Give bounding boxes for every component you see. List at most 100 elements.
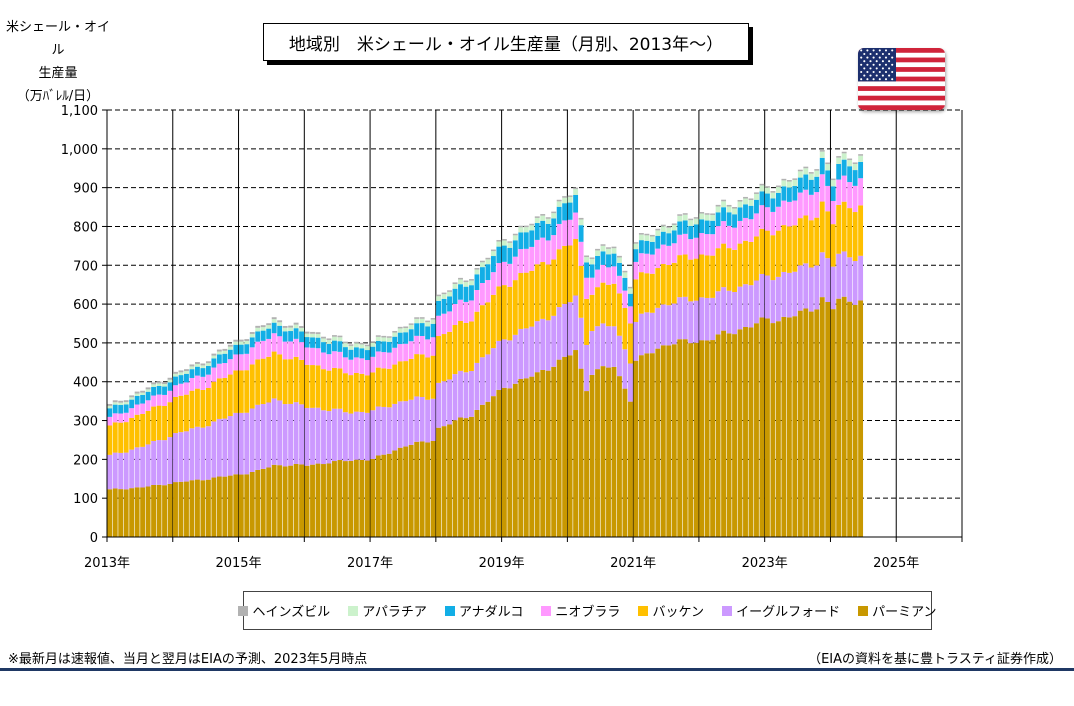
bar-segment [699,233,705,255]
flag-star [869,74,872,77]
bar-segment [227,344,233,347]
bar-segment [441,313,447,335]
bar-segment [578,217,584,220]
flag-star [860,70,863,74]
bar-segment [655,235,661,249]
bar-segment [562,220,568,246]
bar-segment [485,264,491,281]
bar-segment [321,352,326,370]
bar-segment [260,340,266,359]
bar-segment [534,372,540,537]
bar-segment [293,463,299,537]
bar-segment [414,354,420,397]
bar-segment [430,337,436,356]
flag-star [884,49,888,52]
flag-star [869,67,872,70]
bar-segment [321,338,326,343]
bar-segment [556,201,562,207]
bar-segment [156,484,162,537]
bar-segment [485,280,491,303]
bar-segment [348,460,354,537]
bar-segment [600,366,606,537]
bar-segment [452,282,458,284]
bar-segment [496,241,502,247]
bar-segment [178,370,184,373]
bar-segment [485,257,491,260]
bar-segment [529,326,535,377]
flag-star [866,78,869,81]
bar-segment [200,365,206,369]
bar-segment [556,223,562,250]
bar-segment [469,371,474,417]
bar-segment [216,476,222,537]
flag-star [872,56,875,59]
bar-segment [227,475,233,537]
bar-segment [770,198,776,212]
bar-segment [562,245,568,304]
bar-segment [507,263,513,287]
bar-segment [584,344,590,392]
bar-segment [852,163,858,171]
bar-segment [145,391,151,401]
bar-segment [348,345,354,350]
bar-segment [682,214,688,221]
bar-segment [238,412,244,475]
bar-segment [606,326,611,368]
bar-segment [748,327,754,537]
bar-segment [255,325,261,328]
bar-segment [189,366,195,370]
bar-segment [754,280,759,324]
bar-segment [534,264,540,322]
bar-segment [704,234,710,256]
bar-segment [118,405,124,414]
bar-segment [370,410,376,459]
bar-segment [419,441,425,537]
bar-segment [140,413,146,447]
bar-segment [518,379,524,537]
bar-segment [589,331,595,375]
bar-segment [781,271,787,317]
bar-segment [370,372,376,411]
bar-segment [353,357,359,373]
bar-segment [660,345,666,537]
bar-segment [775,187,781,193]
bar-segment [743,198,748,205]
bar-segment [222,418,228,477]
bar-segment [205,479,211,537]
bar-segment [452,420,458,537]
bar-segment [403,361,409,402]
bar-segment [129,408,135,418]
bar-segment [732,206,737,209]
bar-segment [617,335,622,377]
bar-segment [140,395,146,404]
bar-segment [299,342,305,360]
bar-segment [507,247,513,264]
bar-segment [447,379,452,425]
bar-segment [797,171,803,178]
bar-segment [496,286,502,341]
flag-star [860,56,863,59]
bar-segment [310,347,315,366]
bar-segment [123,489,129,537]
bar-segment [463,280,469,283]
bar-segment [693,342,699,537]
bar-segment [770,235,776,281]
bar-segment [858,161,864,179]
x-tick-label: 2017年 [347,556,393,571]
bar-segment [222,353,228,364]
bar-segment [452,283,458,289]
bar-segment [260,468,266,537]
bar-segment [732,227,737,250]
bar-segment [304,364,310,408]
bar-segment [205,365,211,375]
bar-segment [249,347,255,365]
us-flag-icon [858,48,945,110]
bar-segment [507,241,513,243]
bar-segment [359,348,365,359]
bar-segment [496,246,502,264]
bar-segment [151,406,157,441]
bar-segment [403,446,409,537]
bar-segment [216,354,222,364]
bar-segment [200,368,206,377]
bar-segment [447,290,452,292]
